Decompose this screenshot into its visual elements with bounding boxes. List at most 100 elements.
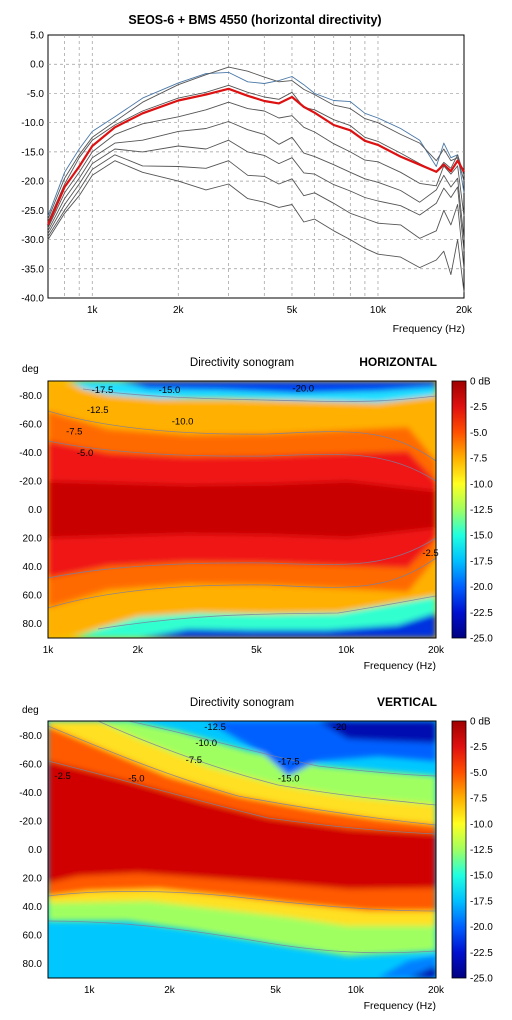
contour-label: -15.0 xyxy=(159,385,181,396)
y-tick-label: 80.0 xyxy=(23,619,43,630)
contour-label: -2.5 xyxy=(54,771,70,782)
vertical-sonogram: Directivity sonogram VERTICAL deg xyxy=(19,695,493,1012)
y-tick-label: 20.0 xyxy=(23,874,43,885)
y-tick-label: 40.0 xyxy=(23,562,43,573)
vertical-y-ticks: -80.0 -60.0 -40.0 -20.0 0.0 20.0 40.0 60.0 80.0 xyxy=(19,731,42,970)
colorbar-tick-label: -17.5 xyxy=(470,556,493,567)
x-tick-label: 1k xyxy=(87,305,99,316)
y-tick-label: 20.0 xyxy=(23,534,43,545)
colorbar-tick-label: -2.5 xyxy=(470,742,488,753)
horizontal-heatmap xyxy=(48,381,436,638)
x-tick-label: 20k xyxy=(456,305,473,316)
vertical-upper-deep xyxy=(318,721,436,743)
horizontal-lower-deep xyxy=(138,613,436,638)
series-line-7 xyxy=(47,154,465,269)
series-line-8 xyxy=(47,160,465,293)
y-tick-label: -15.0 xyxy=(21,147,44,158)
contour-label: -10.0 xyxy=(195,738,217,749)
contour-label: -17.5 xyxy=(278,756,300,767)
y-tick-label: 60.0 xyxy=(23,931,43,942)
y-tick-label: 0.0 xyxy=(28,505,42,516)
colorbar-tick-label: -25.0 xyxy=(470,634,493,645)
y-tick-label: -30.0 xyxy=(21,235,44,246)
contour-label: -5.0 xyxy=(77,448,93,459)
response-series xyxy=(46,66,465,293)
horizontal-colorbar-ticks: 0 dB -2.5 -5.0 -7.5 -10.0 -12.5 -15.0 -17.5 -20.… xyxy=(470,377,493,645)
contour-label: -7.5 xyxy=(186,755,202,766)
x-tick-label: 20k xyxy=(428,985,445,996)
vertical-heatmap xyxy=(48,721,436,978)
x-tick-label: 2k xyxy=(173,305,185,316)
y-tick-label: -20.0 xyxy=(19,476,42,487)
y-tick-label: -5.0 xyxy=(27,89,45,100)
series-line-6 xyxy=(47,139,465,252)
x-tick-label: 5k xyxy=(287,305,299,316)
contour-label: -15.0 xyxy=(278,774,300,785)
y-tick-label: -40.0 xyxy=(19,448,42,459)
horizontal-frame xyxy=(47,380,437,639)
colorbar-tick-label: -10.0 xyxy=(470,479,493,490)
response-grid xyxy=(48,35,464,298)
x-tick-label: 20k xyxy=(428,645,445,656)
colorbar-tick-label: -20.0 xyxy=(470,582,493,593)
vertical-colorbar xyxy=(451,720,467,979)
colorbar-tick-label: -25.0 xyxy=(470,974,493,985)
colorbar-tick-label: -10.0 xyxy=(470,819,493,830)
x-tick-label: 10k xyxy=(338,645,355,656)
x-tick-label: 10k xyxy=(348,985,365,996)
y-tick-label: -60.0 xyxy=(19,759,42,770)
y-tick-label: -40.0 xyxy=(21,294,44,305)
contour-label: -20.0 xyxy=(292,384,314,395)
x-tick-label: 5k xyxy=(251,645,263,656)
horizontal-lower-cold xyxy=(73,596,436,638)
colorbar-tick-label: -7.5 xyxy=(470,454,488,465)
horizontal-y-ticks: -80.0 -60.0 -40.0 -20.0 0.0 20.0 40.0 60.0 80.0 xyxy=(19,391,42,630)
y-tick-label: -80.0 xyxy=(19,731,42,742)
horizontal-sonogram-title: Directivity sonogram xyxy=(190,357,294,369)
contour-label: -2.5 xyxy=(422,548,438,559)
y-tick-label: -20.0 xyxy=(21,177,44,188)
colorbar-tick-label: -12.5 xyxy=(470,845,493,856)
contour-label: -12.5 xyxy=(87,405,109,416)
contour-label: -7.5 xyxy=(66,426,82,437)
y-tick-label: -20.0 xyxy=(19,816,42,827)
colorbar-tick-label: -12.5 xyxy=(470,505,493,516)
response-plot-area xyxy=(47,34,465,299)
y-tick-label: 0.0 xyxy=(28,845,42,856)
series-line-5 xyxy=(47,121,465,240)
y-tick-label: -35.0 xyxy=(21,264,44,275)
vertical-sonogram-title: Directivity sonogram xyxy=(190,697,294,709)
y-tick-label: 0.0 xyxy=(30,60,44,71)
x-tick-label: 10k xyxy=(370,305,387,316)
x-tick-label: 5k xyxy=(270,985,282,996)
y-tick-label: -80.0 xyxy=(19,391,42,402)
y-tick-label: 60.0 xyxy=(23,591,43,602)
horizontal-x-axis-label: Frequency (Hz) xyxy=(364,660,436,672)
vertical-x-axis-label: Frequency (Hz) xyxy=(364,1000,436,1012)
colorbar-tick-label: -20.0 xyxy=(470,922,493,933)
contour-label: -5.0 xyxy=(128,774,144,785)
series-line-0 xyxy=(47,71,465,217)
vertical-lower-deep xyxy=(408,966,436,978)
colorbar-tick-label: -15.0 xyxy=(470,871,493,882)
colorbar-tick-label: -2.5 xyxy=(470,402,488,413)
y-tick-label: -40.0 xyxy=(19,788,42,799)
series-line-3 xyxy=(46,87,465,226)
contour-label: -10.0 xyxy=(172,416,194,427)
series-line-1 xyxy=(47,66,465,220)
vertical-x-ticks: 1k 2k 5k 10k 20k xyxy=(84,985,445,996)
colorbar-tick-label: -5.0 xyxy=(470,428,488,439)
horizontal-core xyxy=(48,481,436,538)
y-tick-label: 40.0 xyxy=(23,902,43,913)
horizontal-contour-labels: -17.5 -15.0 -20.0 -12.5 -10.0 -7.5 -5.0 -2.5 xyxy=(66,384,439,559)
colorbar-tick-label: 0 dB xyxy=(470,377,491,388)
vertical-sonogram-y-axis-label: deg xyxy=(22,705,39,716)
response-y-ticks: 5.0 0.0 -5.0 -10.0 -15.0 -20.0 -25.0 -30.0 -35.0… xyxy=(21,31,44,305)
x-tick-label: 1k xyxy=(84,985,96,996)
vertical-sonogram-corner-label: VERTICAL xyxy=(377,695,437,709)
x-tick-label: 2k xyxy=(164,985,176,996)
colorbar-tick-label: -15.0 xyxy=(470,531,493,542)
y-tick-label: -60.0 xyxy=(19,419,42,430)
colorbar-tick-label: -22.5 xyxy=(470,608,493,619)
y-tick-label: -10.0 xyxy=(21,118,44,129)
